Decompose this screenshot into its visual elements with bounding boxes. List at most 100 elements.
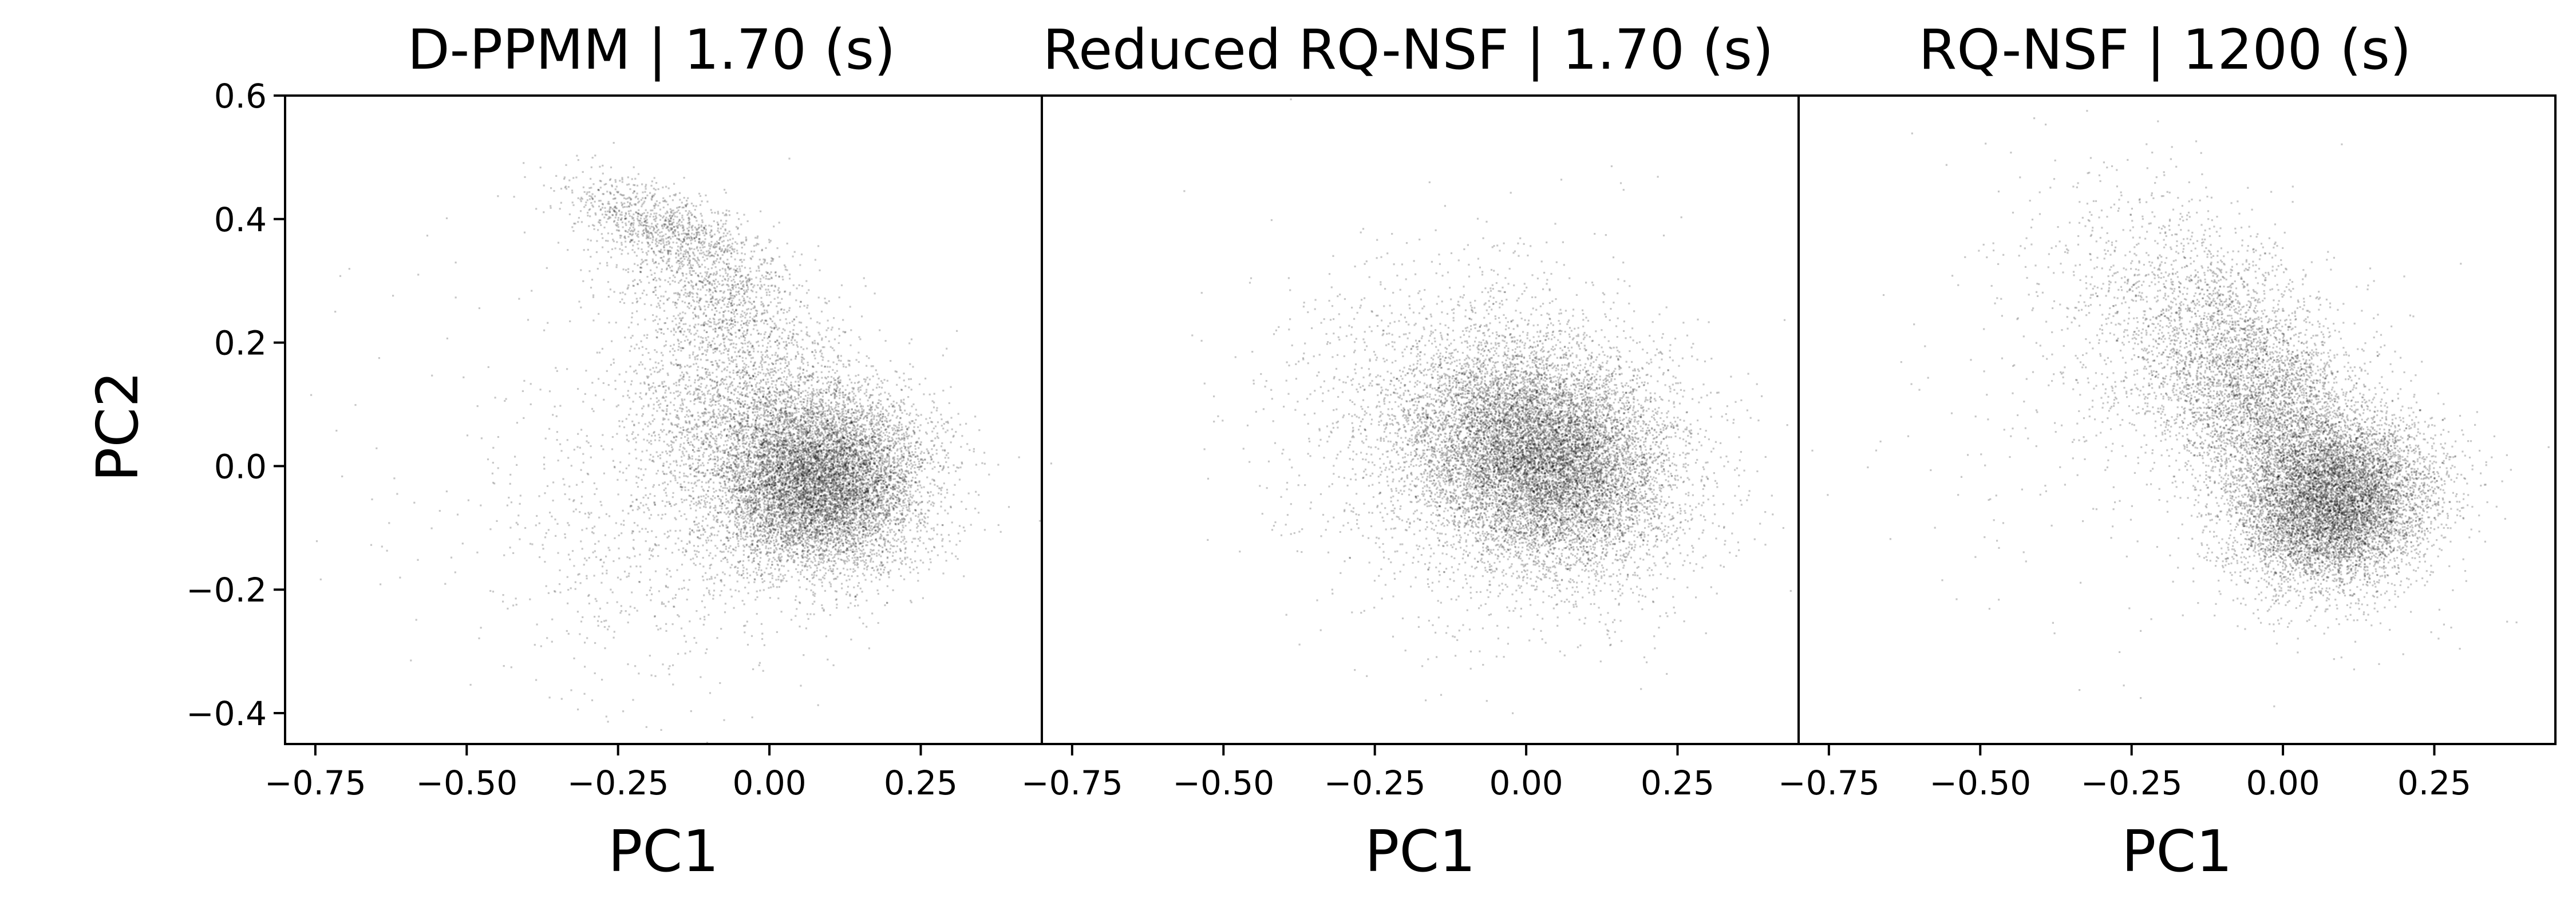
data-point xyxy=(731,596,733,598)
data-point xyxy=(816,565,817,567)
data-point xyxy=(899,474,901,476)
data-point xyxy=(867,541,868,543)
data-point xyxy=(871,474,872,476)
data-point xyxy=(997,464,999,465)
data-point xyxy=(835,421,837,423)
data-point xyxy=(819,525,821,527)
data-point xyxy=(835,465,836,467)
data-point xyxy=(903,373,904,374)
data-point xyxy=(734,499,736,501)
data-point xyxy=(919,537,921,539)
data-point xyxy=(942,390,944,391)
data-point xyxy=(852,493,854,494)
data-point xyxy=(760,417,761,419)
data-point xyxy=(875,577,877,579)
data-point xyxy=(852,397,854,398)
data-point xyxy=(863,450,865,452)
data-point xyxy=(916,531,918,532)
data-point xyxy=(847,569,848,571)
data-point xyxy=(857,440,859,442)
data-point xyxy=(812,591,814,593)
data-point xyxy=(927,523,929,524)
data-point xyxy=(908,442,910,444)
data-point xyxy=(883,531,884,532)
data-point xyxy=(805,426,807,428)
data-point xyxy=(912,420,914,422)
data-point xyxy=(746,568,748,570)
data-point xyxy=(906,541,907,543)
data-point xyxy=(846,556,848,558)
data-point xyxy=(882,509,883,511)
data-point xyxy=(965,423,967,425)
data-point xyxy=(920,424,922,426)
data-point xyxy=(909,567,911,568)
data-point xyxy=(850,549,851,551)
data-point xyxy=(742,522,744,524)
data-point xyxy=(757,458,759,460)
data-point xyxy=(800,573,801,575)
data-point xyxy=(744,498,746,500)
data-point xyxy=(852,571,854,573)
data-point xyxy=(908,386,910,388)
data-point xyxy=(852,568,854,570)
data-point xyxy=(833,509,835,511)
data-point xyxy=(933,527,935,529)
data-point xyxy=(887,561,888,563)
data-point xyxy=(818,579,820,580)
data-point xyxy=(761,578,763,580)
data-point xyxy=(900,450,902,452)
data-point xyxy=(792,555,794,556)
data-point xyxy=(727,429,729,430)
data-point xyxy=(781,531,783,532)
data-point xyxy=(858,537,859,539)
data-point xyxy=(761,514,763,516)
data-point xyxy=(845,394,847,395)
data-point xyxy=(938,492,939,494)
data-point xyxy=(692,557,694,559)
data-point xyxy=(816,389,817,391)
data-point xyxy=(824,410,826,412)
data-point xyxy=(800,571,801,573)
data-point xyxy=(702,456,704,457)
data-point xyxy=(933,445,935,447)
data-point xyxy=(802,438,804,440)
data-point xyxy=(826,561,828,563)
data-point xyxy=(895,430,896,432)
data-point xyxy=(667,484,669,485)
data-point xyxy=(886,476,887,478)
data-point xyxy=(858,336,860,338)
data-point xyxy=(716,516,717,517)
data-point xyxy=(876,540,878,542)
data-point xyxy=(898,523,899,524)
data-point xyxy=(832,425,834,426)
data-point xyxy=(842,385,844,387)
data-point xyxy=(776,535,778,536)
data-point xyxy=(737,580,738,582)
data-point xyxy=(871,581,872,583)
data-point xyxy=(854,551,856,552)
data-point xyxy=(890,445,892,446)
data-point xyxy=(978,429,980,431)
data-point xyxy=(905,563,907,565)
data-point xyxy=(902,412,903,414)
data-point xyxy=(832,515,833,517)
data-point xyxy=(943,482,945,484)
data-point xyxy=(912,568,914,570)
data-point xyxy=(872,445,874,446)
panel-1-title: D-PPMM | 1.70 (s) xyxy=(408,18,896,82)
data-point xyxy=(768,515,770,517)
data-point xyxy=(930,483,931,485)
data-point xyxy=(857,585,859,587)
data-point xyxy=(783,525,785,527)
data-point xyxy=(942,524,943,526)
data-point xyxy=(808,618,809,620)
data-point xyxy=(706,501,708,503)
data-point xyxy=(777,598,779,599)
data-point xyxy=(862,573,864,575)
data-point xyxy=(829,466,831,468)
data-point xyxy=(832,500,833,501)
data-point xyxy=(821,581,823,583)
data-point xyxy=(943,465,945,467)
data-point xyxy=(917,458,919,460)
data-point xyxy=(886,489,887,490)
